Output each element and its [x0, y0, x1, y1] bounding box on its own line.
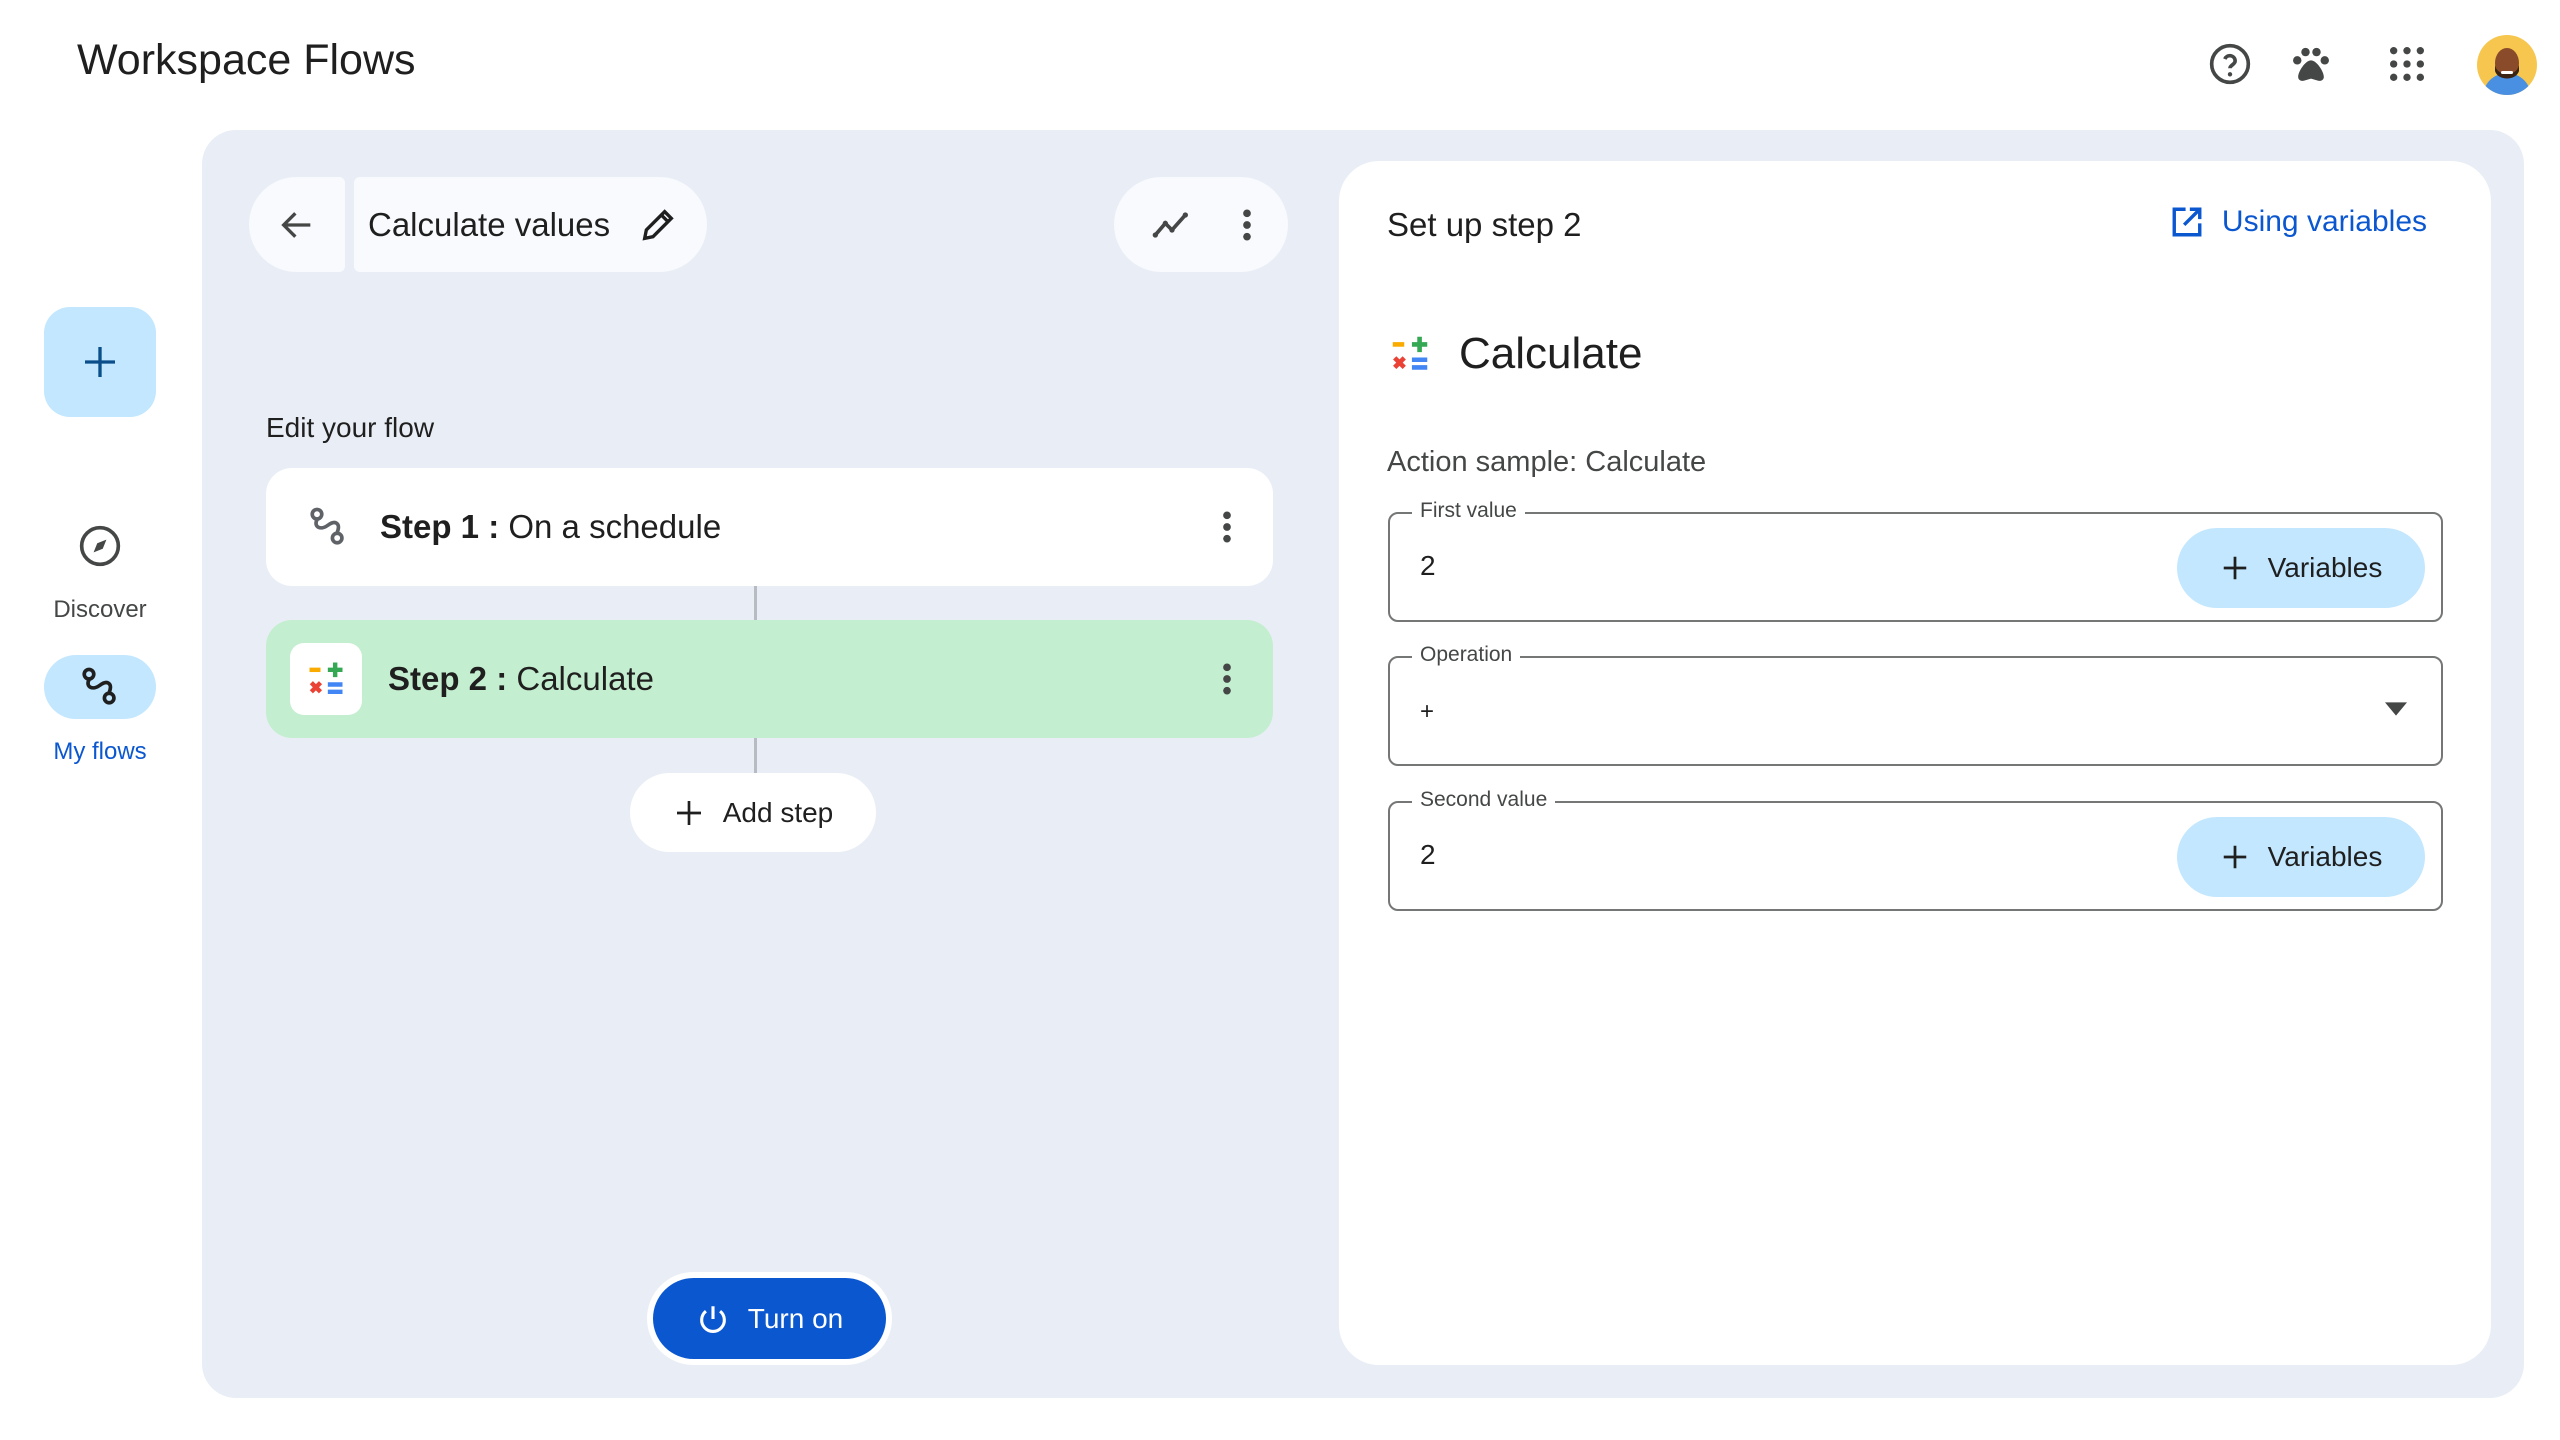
step-label: Step 2 : Calculate — [388, 660, 654, 697]
second-value-field[interactable]: Second value 2 Variables — [1388, 788, 2443, 911]
variables-button[interactable]: Variables — [2177, 817, 2425, 897]
first-value-field[interactable]: First value 2 Variables — [1388, 499, 2443, 622]
action-sample: Action sample: Calculate — [1387, 446, 1707, 478]
operation-select[interactable]: Operation + — [1388, 643, 2443, 766]
apps-grid-icon[interactable] — [2381, 38, 2433, 90]
power-icon — [699, 1305, 726, 1333]
flow-actions-pill — [1114, 177, 1288, 272]
turn-on-ring: Turn on — [647, 1272, 892, 1365]
flows-icon — [82, 667, 116, 705]
add-step-button[interactable]: Add step — [630, 773, 876, 852]
plus-icon — [2223, 556, 2246, 580]
calculate-icon — [290, 643, 362, 715]
activity-chart-icon[interactable] — [1149, 205, 1195, 245]
section-title: Edit your flow — [266, 412, 435, 443]
second-value-input[interactable]: 2 — [1420, 839, 1436, 870]
flow-name: Calculate values — [368, 205, 611, 243]
more-vert-icon[interactable] — [1221, 659, 1233, 699]
create-flow-button[interactable] — [44, 307, 156, 417]
setup-panel: Set up step 2 Using variables Calculate … — [1339, 161, 2491, 1365]
operation-value: + — [1420, 698, 1435, 725]
turn-on-button[interactable]: Turn on — [653, 1278, 886, 1359]
compass-icon[interactable] — [78, 524, 122, 573]
sidebar-item-my-flows[interactable] — [44, 655, 156, 719]
step-card-2[interactable]: Step 2 : Calculate — [266, 620, 1273, 738]
sidebar-item-my-flows-label[interactable]: My flows — [53, 738, 147, 765]
plus-icon — [2223, 845, 2246, 869]
dropdown-arrow-icon[interactable] — [2385, 702, 2407, 716]
open-in-new-icon — [2172, 207, 2202, 237]
flow-name-pill[interactable]: Calculate values — [354, 177, 707, 272]
action-title: Calculate — [1459, 329, 1643, 378]
setup-heading: Set up step 2 — [1387, 206, 1582, 243]
sidebar-item-discover[interactable]: Discover — [53, 596, 147, 623]
app-title: Workspace Flows — [77, 36, 416, 84]
flows-icon — [310, 507, 344, 545]
edit-pencil-icon[interactable] — [638, 205, 678, 245]
plus-icon — [85, 347, 115, 377]
plus-icon — [676, 800, 701, 825]
step-connector — [754, 586, 757, 620]
using-variables-link[interactable]: Using variables — [2170, 205, 2427, 239]
avatar[interactable] — [2477, 35, 2537, 95]
variables-button[interactable]: Variables — [2177, 528, 2425, 608]
calculate-icon — [1392, 336, 1428, 370]
back-button[interactable] — [249, 177, 345, 272]
step-card-1[interactable]: Step 1 : On a schedule — [266, 468, 1273, 586]
help-icon[interactable] — [2204, 38, 2256, 90]
more-vert-icon[interactable] — [1221, 507, 1233, 547]
first-value-input[interactable]: 2 — [1420, 550, 1436, 581]
action-title-row: Calculate — [1387, 329, 1642, 379]
paw-icon[interactable] — [2285, 38, 2337, 90]
arrow-back-icon — [281, 211, 311, 238]
more-vert-icon[interactable] — [1241, 205, 1253, 245]
step-label: Step 1 : On a schedule — [380, 508, 722, 545]
step-connector — [754, 738, 757, 773]
